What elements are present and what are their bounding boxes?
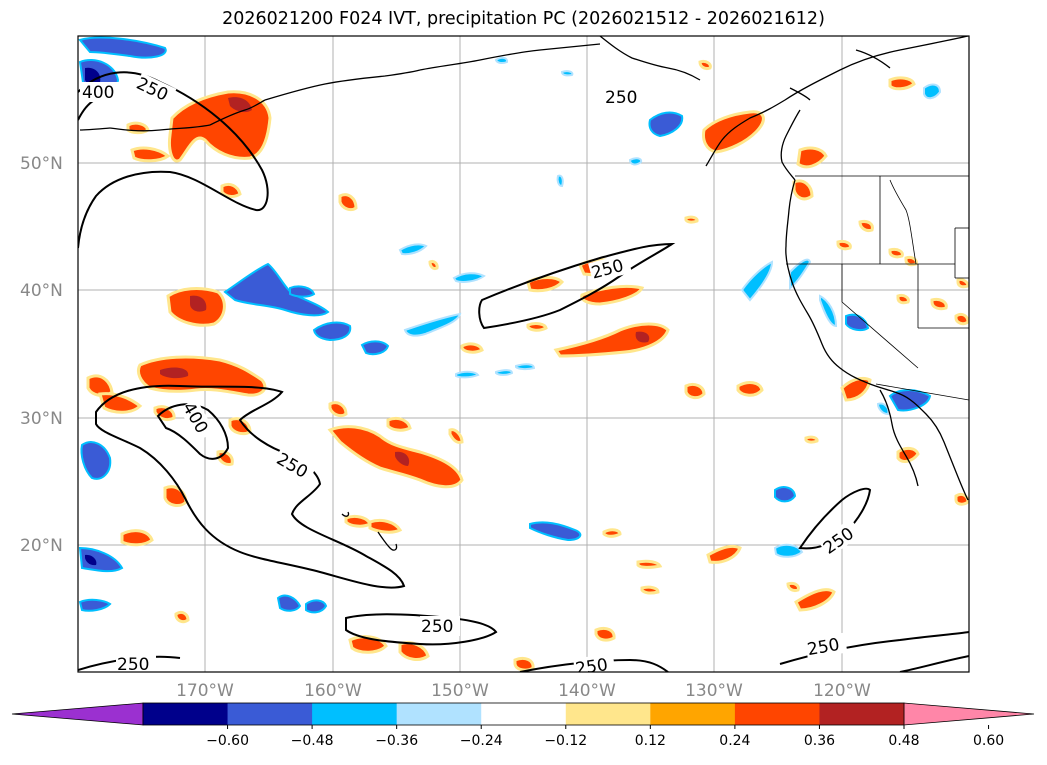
colorbar-bin [396,703,482,725]
lon-label: 130°W [685,681,743,701]
colorbar-bin [227,703,313,725]
lat-label: 30°N [20,409,63,429]
colorbar-extend-right [903,702,1035,726]
colorbar-bin [734,703,820,725]
longitude-labels: 170°W 160°W 150°W 140°W 130°W 120°W [176,681,871,701]
map-title: 2026021200 F024 IVT, precipitation PC (2… [222,9,825,29]
colorbar-tick-label: 0.36 [804,733,835,749]
colorbar-tick-label: 0.60 [973,733,1004,749]
colorbar-bin [312,703,398,725]
colorbar-tick-label: −0.12 [544,733,587,749]
colorbar: −0.60 −0.48 −0.36 −0.24 −0.12 0.12 0.24 0.36 0.4… [11,702,1035,749]
coastlines [79,36,969,551]
lat-label: 40°N [20,281,63,301]
contour-label: 400 [82,83,114,103]
colorbar-tick-label: −0.48 [291,733,334,749]
colorbar-bin [481,703,567,725]
colorbar-bin [650,703,736,725]
state-borders [786,175,969,401]
lat-label: 50°N [20,154,63,174]
colorbar-extend-left [11,702,144,726]
colorbar-bin [565,703,651,725]
colorbar-tick-label: −0.24 [460,733,503,749]
colorbar-tick-label: −0.60 [206,733,249,749]
map-frame [77,35,970,673]
lon-label: 160°W [304,681,362,701]
negative-anomaly-blobs [78,36,942,614]
contour-label: 250 [117,655,149,675]
colorbar-tick-label: 0.12 [635,733,666,749]
contour-label: 250 [605,88,637,108]
contour-label: 250 [574,655,609,679]
lat-label: 20°N [20,536,63,556]
lon-label: 150°W [431,681,489,701]
colorbar-tick-label: −0.36 [375,733,418,749]
colorbar-bin [819,703,905,725]
contour-label: 250 [421,617,453,637]
latitude-labels: 50°N 40°N 30°N 20°N [20,154,63,556]
colorbar-bin [143,703,229,725]
colorbar-tick-label: 0.24 [719,733,750,749]
lon-label: 170°W [176,681,234,701]
lon-label: 140°W [558,681,616,701]
lon-label: 120°W [813,681,871,701]
colorbar-tick-label: 0.48 [888,733,919,749]
